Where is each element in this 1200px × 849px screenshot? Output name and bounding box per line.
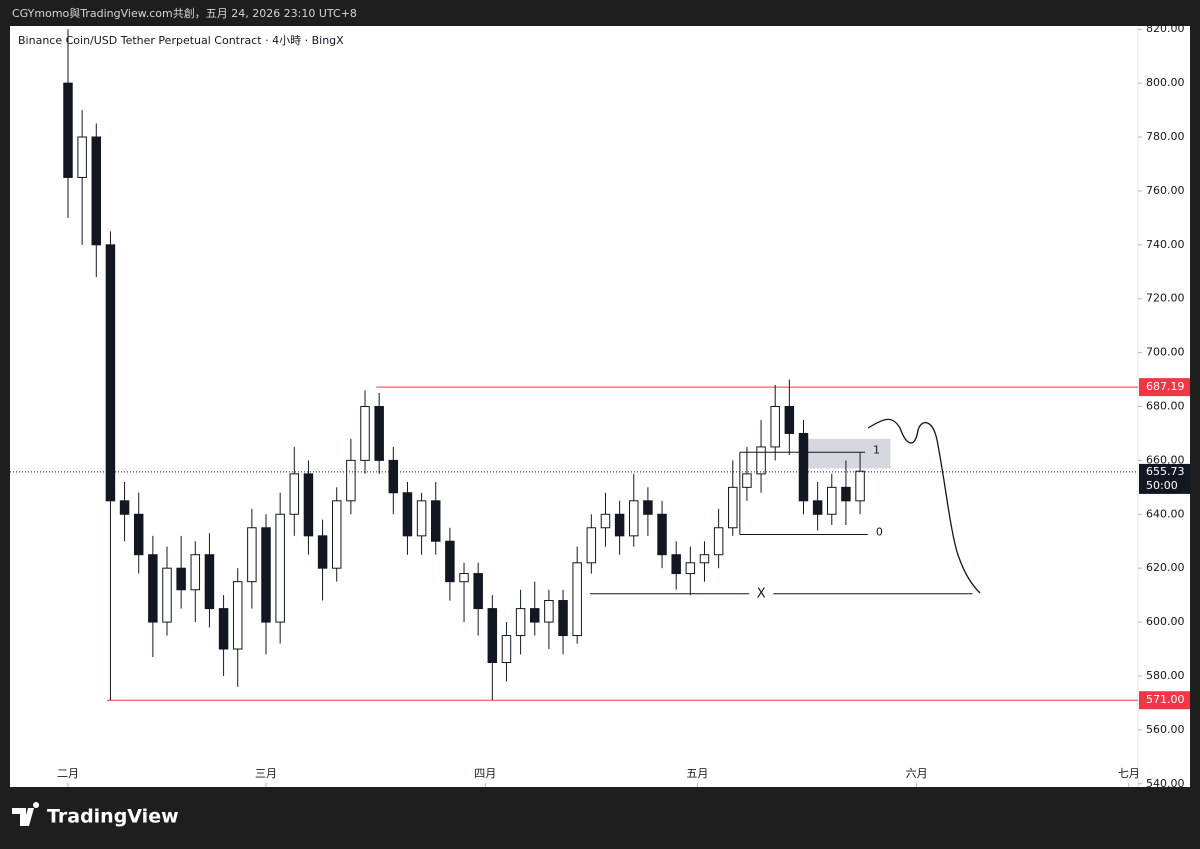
candle-body [756,446,766,475]
zone-box [799,438,891,469]
candle-body [841,486,851,502]
candle-body [247,527,257,583]
candle-body [770,406,780,448]
brand: TradingView [47,806,179,828]
y-tick-label: 600.00 [1146,615,1185,628]
chart-title: Binance Coin/USD Tether Perpetual Contra… [18,34,344,47]
y-tick-label: 760.00 [1146,184,1185,197]
candle-body [374,406,384,461]
y-tick-label: 820.00 [1146,22,1185,35]
candle-body [487,608,498,664]
candle-body [530,608,540,623]
header-text: CGYmomo與TradingView.com共創，五月 24, 2026 23… [12,6,357,20]
candle-body [133,513,144,556]
y-tick-label: 660.00 [1146,453,1185,466]
chart-panel [10,26,1190,787]
candle-body [346,459,356,502]
candle-body [586,527,597,564]
y-tick-label: 780.00 [1146,130,1185,143]
y-tick-label: 720.00 [1146,292,1185,305]
x-tick-label: 五月 [686,767,708,780]
candle-body [303,473,314,537]
candle-body [459,573,469,583]
tradingview-logo: TradingView [12,802,179,828]
y-tick-label: 800.00 [1146,76,1185,89]
candle-body [416,500,427,537]
plot-area [63,29,1138,701]
level-label: 1 [873,443,880,456]
candle-body [600,513,611,529]
y-tick-label: 560.00 [1146,723,1185,736]
candle-body [827,486,837,515]
y-tick-label: 580.00 [1146,669,1185,682]
candle-body [105,244,116,502]
candle-body [176,567,186,591]
candle-body [713,527,724,556]
candle-body [275,513,285,623]
candle-body [360,406,370,461]
y-tick-label: 620.00 [1146,561,1185,574]
last-price-box [1139,463,1190,494]
candle-body [190,554,201,591]
candle-body [317,535,328,569]
candle-body [742,473,752,488]
candle-body [289,473,300,515]
candle-body [473,573,483,610]
price-label-box [1139,691,1190,710]
countdown-label: 50:00 [1146,479,1178,492]
y-tick-label: 540.00 [1146,777,1185,790]
candle-body [855,470,865,502]
candle-body [671,554,681,575]
price-label: 687.19 [1146,380,1185,393]
x-tick-label: 三月 [255,767,277,780]
candle-body [558,600,568,637]
y-tick-label: 740.00 [1146,238,1185,251]
candle-body [515,608,526,637]
candle-body [629,500,639,537]
candle-body [388,459,399,494]
x-tick-label: 四月 [474,767,496,780]
candle-body [728,486,738,529]
candle-body [812,500,823,515]
x-tick-label: 二月 [57,767,79,780]
candle-body [614,513,625,537]
candle-body [218,608,229,650]
candle-body [402,492,413,537]
candle-body [162,567,172,623]
candle-body [204,554,215,610]
candle-body [699,554,710,564]
candle-body [148,554,158,623]
candle-body [331,500,342,569]
candle-body [685,562,696,575]
candle-body [501,635,512,664]
candle-body [261,527,271,623]
price-label: 571.00 [1146,693,1185,706]
y-tick-label: 680.00 [1146,400,1185,413]
candle-body [643,500,653,515]
candle-body [91,136,102,246]
candle-body [798,432,809,502]
candle-body [77,136,87,178]
y-tick-label: 700.00 [1146,346,1185,359]
candle-body [63,82,73,178]
level-label: 0 [876,526,883,539]
x-tick-label: 七月 [1118,767,1140,780]
price-label-box [1139,378,1190,397]
candle-body [784,406,795,434]
candle-body [119,500,130,515]
projection-curve [867,418,981,594]
x-tick-label: 六月 [906,767,928,780]
logo-mark [12,802,40,826]
last-price-label: 655.73 [1146,465,1185,478]
level-label: X [757,586,766,601]
candle-body [445,540,455,583]
y-tick-label: 640.00 [1146,507,1185,520]
candle-body [232,581,243,650]
candle-body [430,500,441,542]
candle-body [544,600,554,623]
candle-body [657,513,667,556]
candle-body [572,562,582,637]
